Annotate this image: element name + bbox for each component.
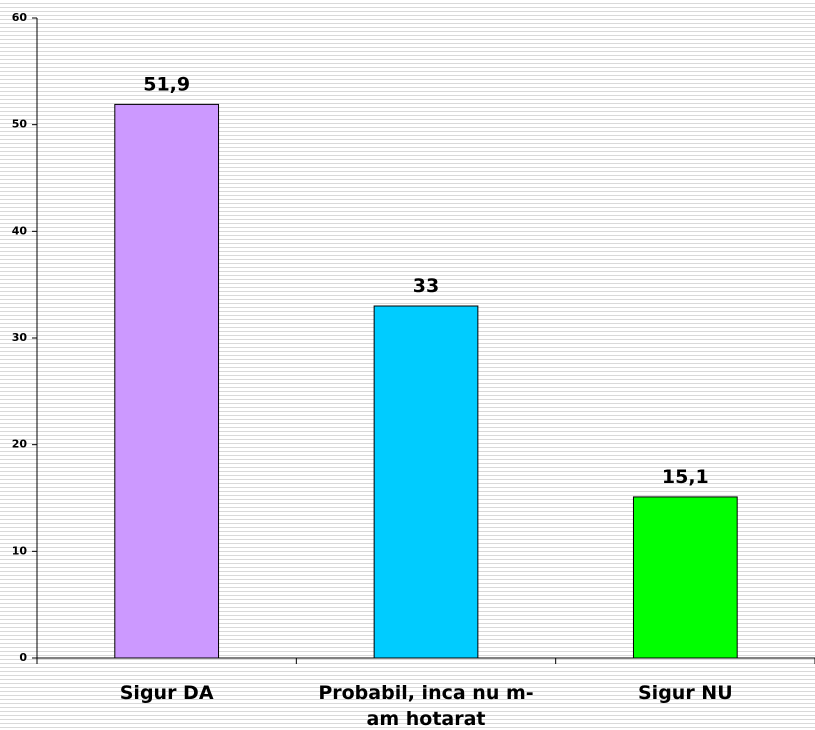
y-tick-label: 60 — [12, 11, 28, 24]
bar — [632, 496, 738, 659]
bar — [114, 103, 220, 659]
x-tick-label: Sigur NU — [638, 682, 733, 704]
y-tick-label: 40 — [12, 224, 28, 237]
y-tick-label: 20 — [12, 438, 28, 451]
value-label: 51,9 — [143, 73, 190, 95]
bar — [373, 305, 479, 659]
x-tick-label: Sigur DA — [119, 682, 214, 704]
y-tick-label: 10 — [12, 544, 28, 557]
y-tick-label: 50 — [12, 118, 28, 131]
value-label: 15,1 — [662, 466, 709, 488]
value-label: 33 — [413, 275, 439, 297]
x-tick-label: Probabil, inca nu m-am hotarat — [318, 682, 534, 730]
y-tick-label: 30 — [12, 331, 28, 344]
y-tick-label: 0 — [19, 651, 27, 664]
